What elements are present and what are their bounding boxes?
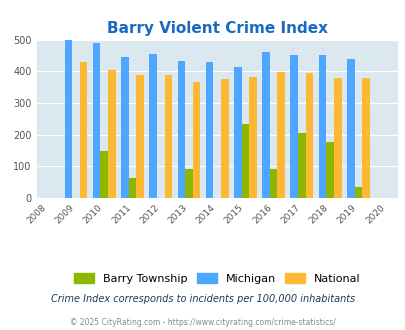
Bar xyxy=(290,55,297,198)
Bar xyxy=(333,78,341,198)
Bar xyxy=(136,75,144,198)
Bar xyxy=(164,75,172,198)
Bar xyxy=(185,170,192,198)
Bar xyxy=(326,142,333,198)
Bar xyxy=(108,70,115,198)
Bar xyxy=(277,72,284,198)
Bar xyxy=(80,62,87,198)
Bar xyxy=(64,40,72,198)
Bar xyxy=(346,59,354,198)
Bar xyxy=(305,73,313,198)
Bar xyxy=(233,67,241,198)
Bar xyxy=(220,79,228,198)
Bar xyxy=(100,151,108,198)
Bar xyxy=(269,170,277,198)
Bar xyxy=(177,60,185,198)
Bar xyxy=(354,187,361,198)
Legend: Barry Township, Michigan, National: Barry Township, Michigan, National xyxy=(71,270,362,287)
Bar xyxy=(241,124,249,198)
Bar xyxy=(93,44,100,198)
Bar xyxy=(192,82,200,198)
Title: Barry Violent Crime Index: Barry Violent Crime Index xyxy=(107,21,327,36)
Bar xyxy=(318,55,326,198)
Text: © 2025 CityRating.com - https://www.cityrating.com/crime-statistics/: © 2025 CityRating.com - https://www.city… xyxy=(70,318,335,327)
Bar xyxy=(297,133,305,198)
Bar xyxy=(249,77,256,198)
Bar xyxy=(361,78,369,198)
Bar xyxy=(149,53,157,198)
Bar xyxy=(205,62,213,198)
Text: Crime Index corresponds to incidents per 100,000 inhabitants: Crime Index corresponds to incidents per… xyxy=(51,294,354,304)
Bar xyxy=(128,178,136,198)
Bar xyxy=(121,57,128,198)
Bar xyxy=(262,51,269,198)
